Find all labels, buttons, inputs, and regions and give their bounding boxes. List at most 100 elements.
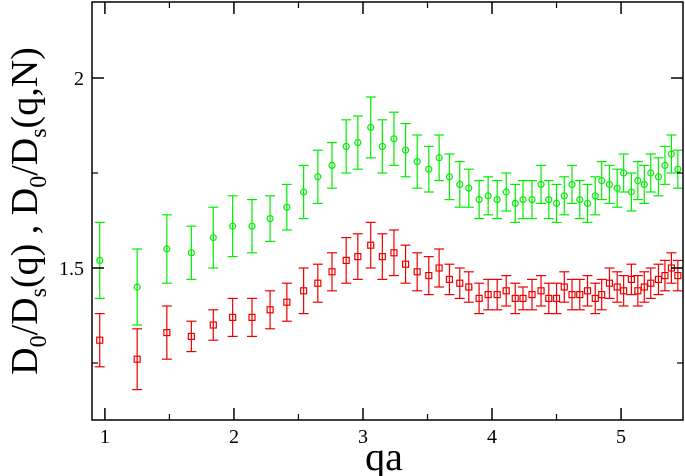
data-point-square [634,287,642,295]
data-point-square [435,264,443,272]
data-point-square [674,272,682,280]
data-point-square [537,287,545,295]
data-point-circle [576,196,584,204]
data-point-square [96,336,104,344]
data-point-circle [314,173,322,181]
data-point-square [378,253,386,261]
data-point-circle [502,188,510,196]
data-point-square [367,241,375,249]
data-point-square [568,291,576,299]
data-point-square [266,306,274,314]
data-point-square [591,294,599,302]
y-axis-title: D0/Ds(q) , D0/Ds(q,N) [4,47,52,375]
data-point-square [133,355,141,363]
data-point-circle [378,142,386,150]
data-point-square [187,332,195,340]
data-point-circle [613,184,621,192]
x-tick-label: 3 [358,426,368,448]
x-tick-label: 2 [229,426,239,448]
y-title-subscript: 0 [26,335,52,347]
data-point-circle [96,256,104,264]
x-tick-label: 5 [616,426,626,448]
data-point-circle [640,180,648,188]
data-point-square [300,287,308,295]
data-point-square [425,272,433,280]
x-axis-title: qa [365,434,403,476]
data-point-square [654,275,663,283]
data-point-circle [209,234,217,242]
data-point-circle [465,184,473,192]
data-point-square [598,291,606,299]
data-point-circle [537,180,545,188]
data-point-square [209,321,217,329]
y-title-part: /D [4,297,46,335]
y-tick-label: 2 [74,68,84,90]
series-layer [94,96,683,391]
y-title-part: (q,N) [4,47,46,128]
y-title-subscript: 0 [26,176,52,188]
data-point-square [390,249,398,257]
data-point-circle [484,192,492,200]
data-point-circle [674,165,682,173]
data-point-square [576,291,584,299]
data-point-circle [187,249,195,257]
series-0 [94,96,683,326]
data-point-circle [435,154,443,162]
x-tick-label: 1 [100,426,110,448]
data-point-square [627,275,635,283]
data-point-square [519,294,527,302]
data-point-square [465,283,473,291]
data-point-square [163,329,171,337]
data-point-circle [627,188,635,196]
data-point-circle [528,196,536,204]
data-point-square [354,253,362,261]
data-point-circle [667,150,675,158]
data-point-square [605,279,614,287]
data-point-square [248,313,256,321]
data-point-square [445,275,454,283]
data-point-square [229,313,237,321]
y-title-subscript: s [26,288,52,297]
data-point-circle [583,199,592,207]
data-point-square [613,283,621,291]
y-title-part: /D [4,138,46,176]
data-point-circle [425,165,433,173]
data-point-circle [560,192,568,200]
data-point-square [328,268,336,276]
data-point-circle [545,196,553,204]
data-point-circle [367,123,375,132]
data-point-circle [568,180,576,188]
data-point-circle [445,173,454,181]
data-point-circle [661,161,669,169]
data-point-circle [401,146,410,154]
data-point-circle [354,139,362,147]
data-point-square [560,283,568,291]
data-point-circle [133,283,141,291]
data-point-circle [248,222,256,230]
data-point-square [493,291,501,299]
series-1 [94,221,683,391]
plot-frame [91,1,684,421]
data-point-square [583,287,592,295]
data-point-circle [283,203,291,211]
y-title-subscript: s [26,128,52,137]
data-point-square [283,298,291,306]
data-point-square [511,294,519,302]
data-point-square [640,283,648,291]
data-point-circle [475,196,483,204]
data-point-circle [300,188,308,196]
y-title-part: D [4,347,46,374]
data-point-circle [598,177,606,185]
data-point-circle [591,192,599,200]
data-point-circle [229,222,237,230]
data-point-square [545,294,553,302]
data-point-circle [390,135,398,143]
data-point-square [661,272,669,280]
data-point-square [528,291,536,299]
data-point-square [475,294,483,302]
data-point-circle [493,196,501,204]
data-point-circle [519,196,527,204]
data-point-circle [328,161,336,169]
data-point-circle [163,245,171,253]
data-point-square [456,279,464,287]
